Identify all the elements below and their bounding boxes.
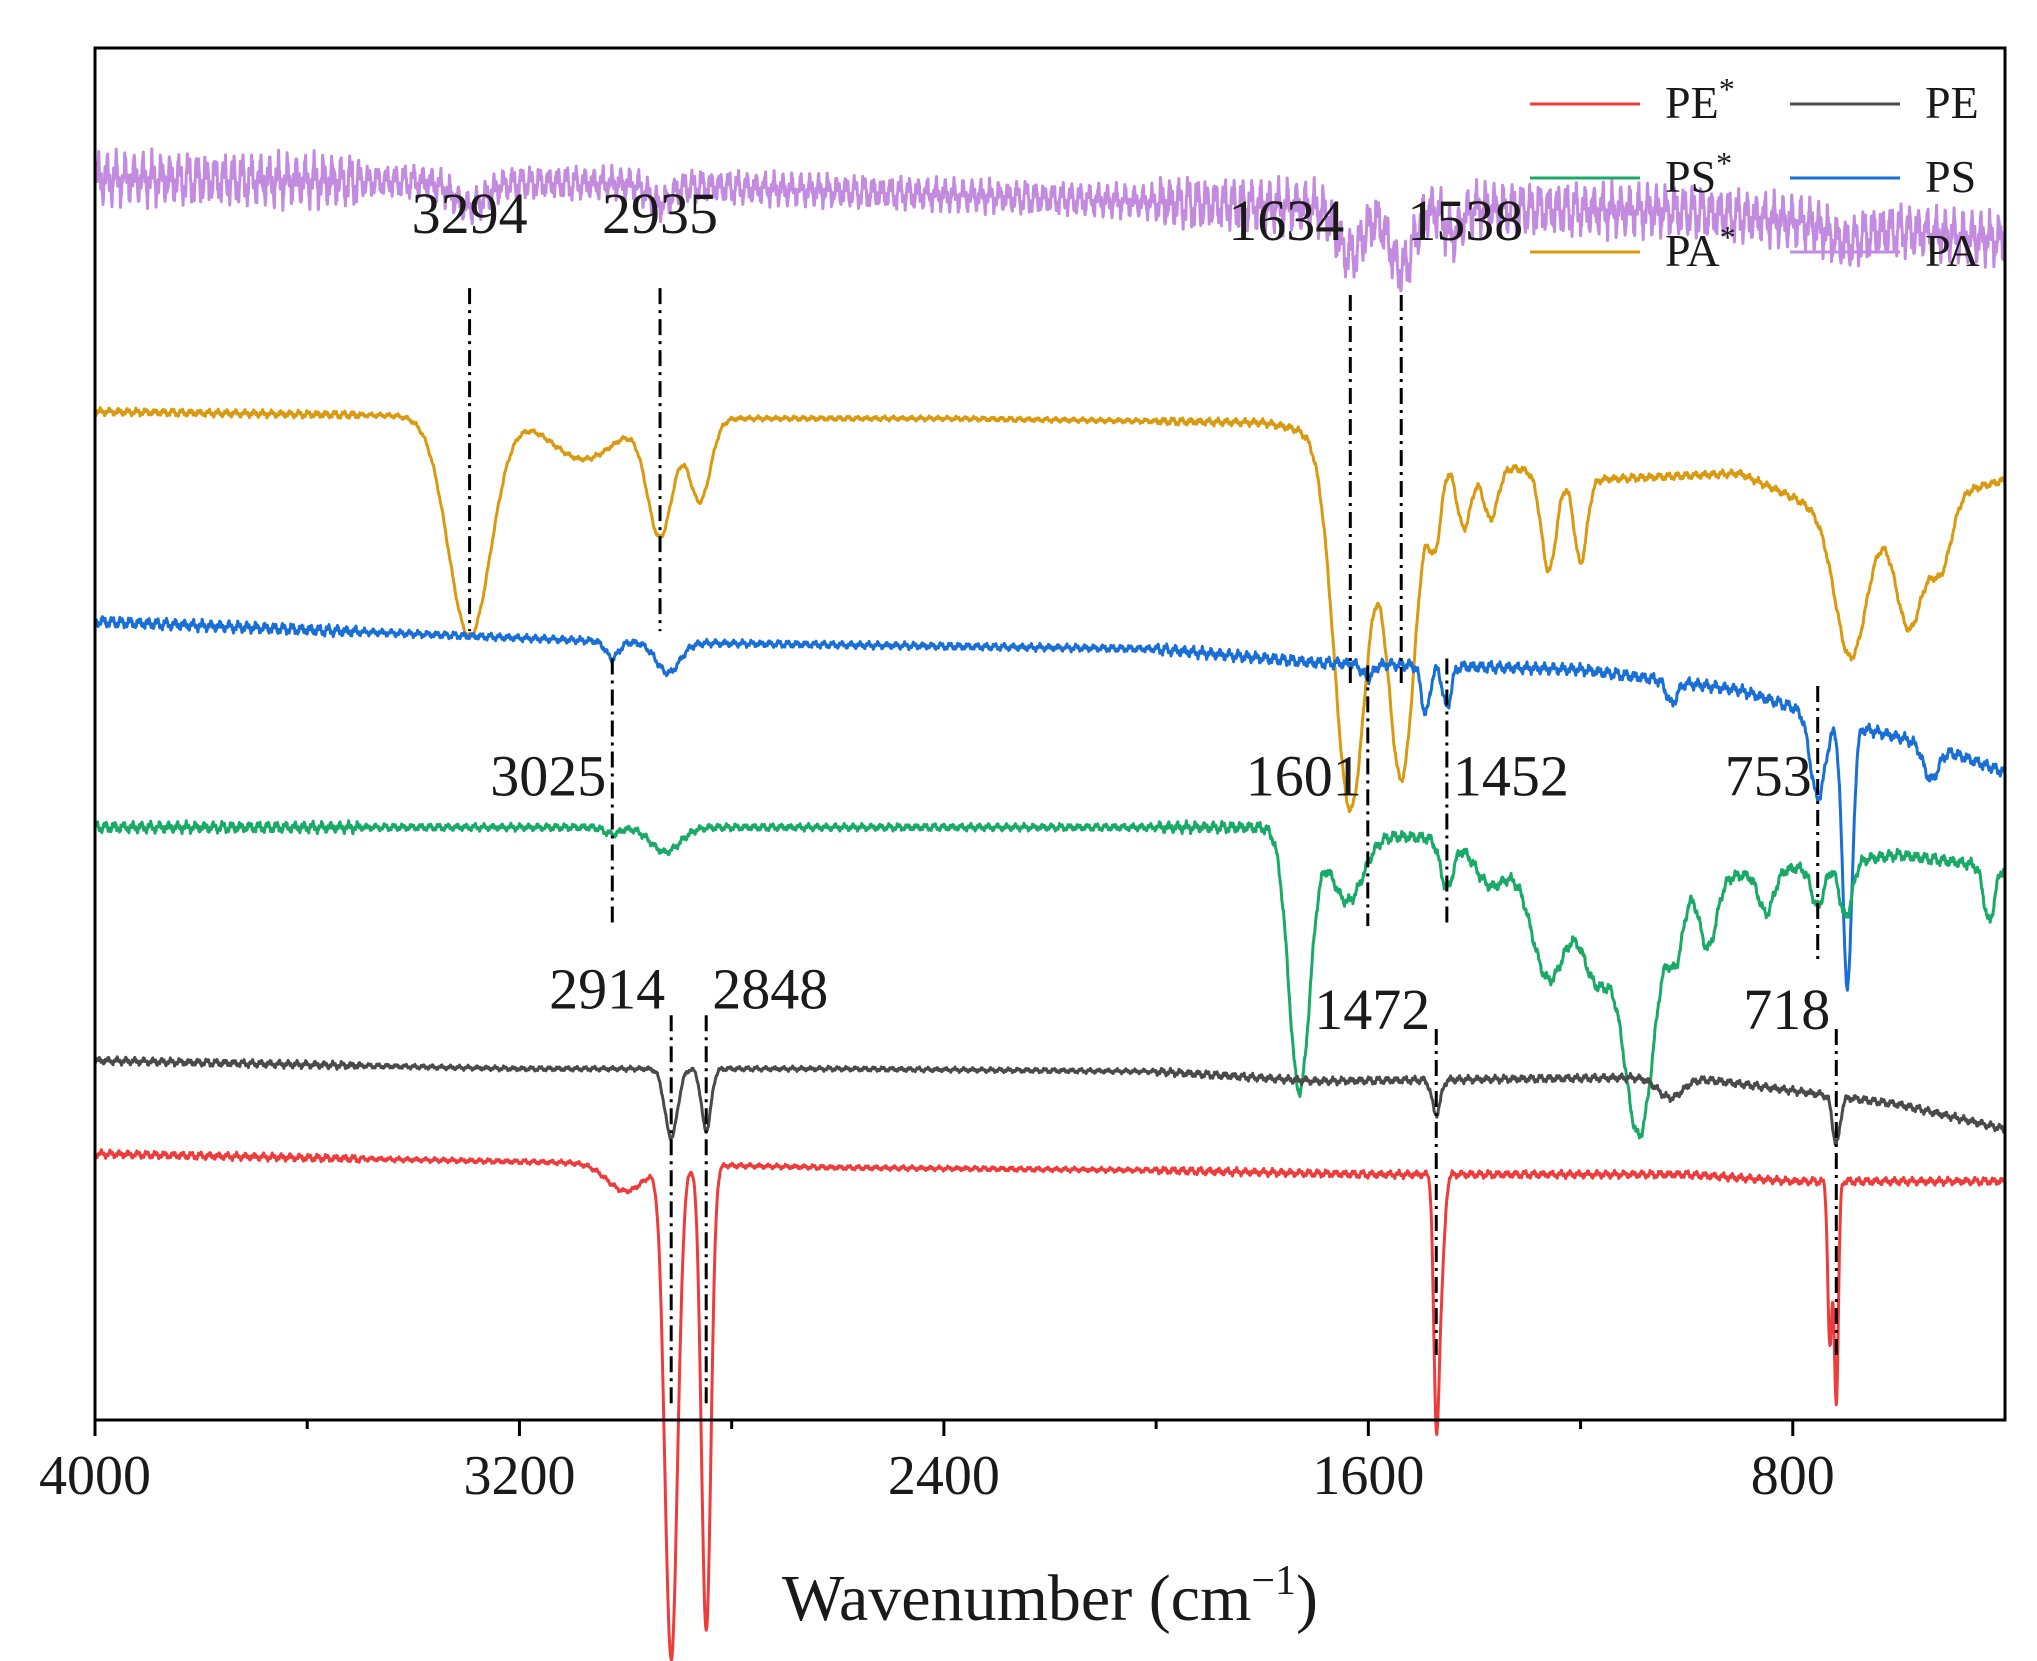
x-tick-label-1600: 1600 — [1312, 1445, 1424, 1507]
peak-label-753: 753 — [1725, 744, 1812, 809]
legend: PE* PS* PA* PE PS PA — [1530, 71, 1980, 276]
legend-label-ps: PS — [1925, 151, 1976, 202]
legend-label-pe-star: PE* — [1665, 71, 1735, 128]
peak-annotations: 3294 2935 1634 1538 3025 1601 1452 753 2914 2848 1… — [412, 181, 1838, 1407]
legend-label-pa-star: PA* — [1665, 219, 1736, 276]
spectra-series — [93, 147, 2007, 1661]
peak-label-718: 718 — [1743, 977, 1830, 1042]
legend-label-ps-star: PS* — [1665, 145, 1732, 202]
series-ps — [94, 615, 2007, 992]
peak-label-2935: 2935 — [602, 181, 718, 246]
x-tick-label-2400: 2400 — [888, 1445, 1000, 1507]
legend-label-pa: PA — [1925, 225, 1980, 276]
x-axis-title: Wavenumber (cm−1) — [782, 1558, 1318, 1635]
series-pa — [93, 147, 2007, 293]
plot-frame — [93, 46, 2007, 1422]
x-axis: 4000 3200 2400 1600 800 — [39, 1420, 1835, 1507]
peak-label-1538: 1538 — [1407, 188, 1523, 253]
peak-label-2914: 2914 — [549, 956, 665, 1021]
peak-label-1601: 1601 — [1246, 744, 1362, 809]
x-tick-label-4000: 4000 — [39, 1445, 151, 1507]
series-ps-star — [93, 819, 2007, 1140]
series-pa-star — [93, 406, 2007, 814]
peak-label-1472: 1472 — [1314, 977, 1430, 1042]
peak-label-3025: 3025 — [490, 744, 606, 809]
x-tick-label-3200: 3200 — [463, 1445, 575, 1507]
peak-label-1634: 1634 — [1228, 188, 1344, 253]
legend-label-pe: PE — [1925, 77, 1979, 128]
peak-label-3294: 3294 — [412, 181, 528, 246]
series-pe — [93, 1055, 2006, 1147]
peak-label-2848: 2848 — [712, 956, 828, 1021]
x-tick-label-800: 800 — [1751, 1445, 1835, 1507]
series-pe-star — [93, 1148, 2007, 1661]
peak-label-1452: 1452 — [1453, 744, 1569, 809]
x-axis-title-superscript: −1 — [1251, 1558, 1296, 1604]
